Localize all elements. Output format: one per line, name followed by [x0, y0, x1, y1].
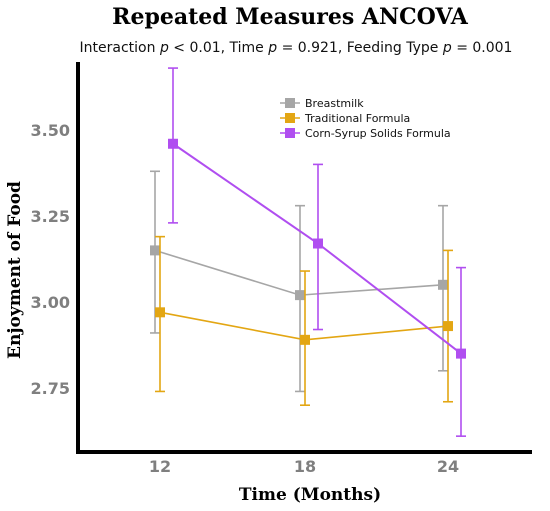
y-axis-title: Enjoyment of Food	[5, 181, 25, 359]
series-corn-syrup-solids-formula	[168, 67, 466, 437]
legend-label: Corn-Syrup Solids Formula	[305, 127, 451, 140]
data-point-marker	[300, 334, 310, 345]
y-tick-label: 2.75	[31, 379, 70, 398]
chart-subtitle: Interaction p < 0.01, Time p = 0.921, Fe…	[80, 40, 513, 56]
series-line	[154, 249, 444, 296]
data-point-marker	[438, 279, 448, 290]
data-point-marker	[456, 348, 466, 359]
legend-label: Traditional Formula	[304, 112, 410, 125]
series-traditional-formula	[155, 235, 453, 407]
x-tick-label: 18	[294, 457, 316, 476]
legend-label: Breastmilk	[305, 97, 364, 110]
data-point-marker	[295, 290, 305, 301]
y-axis-ticks: 2.75 3.00 3.25 3.50	[31, 121, 70, 398]
y-tick-label: 3.00	[31, 293, 70, 312]
legend-marker	[285, 128, 295, 138]
x-axis-title: Time (Months)	[239, 485, 381, 505]
data-point-marker	[313, 238, 323, 249]
y-tick-label: 3.50	[31, 121, 70, 140]
series-line	[172, 142, 462, 355]
legend: Breastmilk Traditional Formula Corn-Syrup …	[280, 97, 451, 140]
data-point-marker	[155, 307, 165, 318]
data-point-marker	[168, 138, 178, 149]
legend-marker	[285, 98, 295, 108]
x-tick-label: 12	[149, 457, 171, 476]
series-layer	[150, 67, 466, 437]
data-point-marker	[150, 245, 160, 256]
data-point-marker	[443, 321, 453, 332]
legend-marker	[285, 113, 295, 123]
x-axis-ticks: 12 18 24	[149, 457, 459, 476]
y-tick-label: 3.25	[31, 207, 70, 226]
x-tick-label: 24	[437, 457, 459, 476]
chart-title: Repeated Measures ANCOVA	[112, 4, 469, 30]
series-breastmilk	[150, 170, 448, 393]
